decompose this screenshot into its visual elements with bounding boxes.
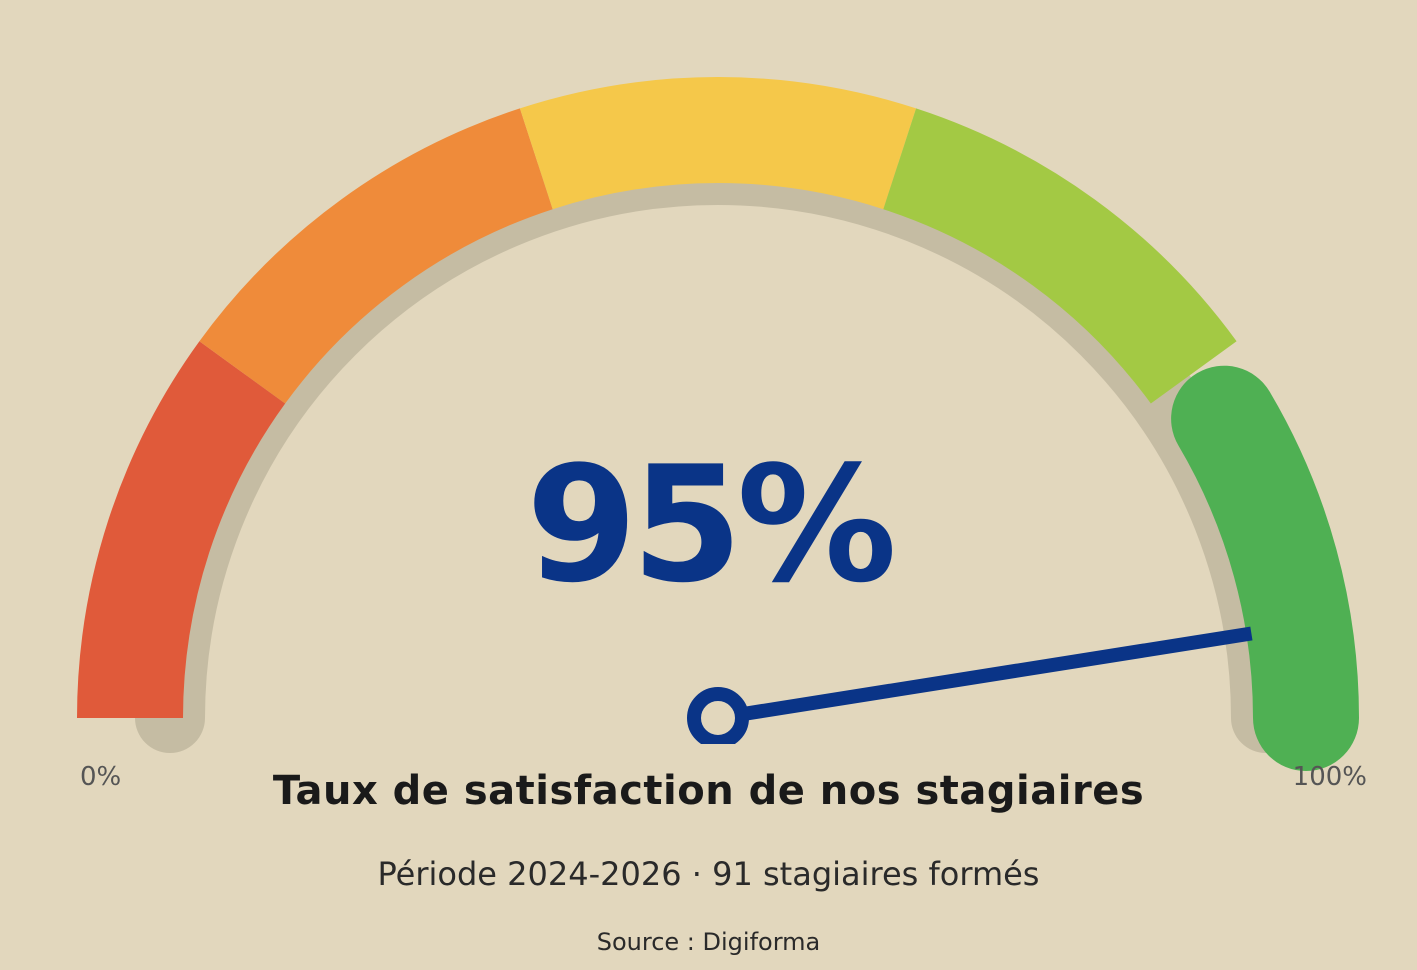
chart-source: Source : Digiforma xyxy=(596,928,821,956)
gauge-bands xyxy=(77,77,1359,771)
chart-subtitle: Période 2024-2026 · 91 stagiaires formés xyxy=(377,855,1040,893)
gauge-needle-hub xyxy=(687,687,749,749)
gauge-band-1 xyxy=(77,341,286,719)
gauge-band-2 xyxy=(199,108,554,404)
chart-title: Taux de satisfaction de nos stagiaires xyxy=(272,768,1145,814)
hub-baseline-cover xyxy=(678,744,758,774)
gauge-value: 95% xyxy=(526,431,897,618)
gauge-band-4 xyxy=(882,108,1237,404)
gauge-needle-group xyxy=(678,626,1253,774)
gauge-needle xyxy=(716,626,1253,725)
gauge-band-5 xyxy=(1171,365,1359,771)
gauge-band-3 xyxy=(519,77,917,210)
gauge-min-label: 0% xyxy=(80,762,122,792)
gauge-max-label: 100% xyxy=(1292,762,1367,792)
